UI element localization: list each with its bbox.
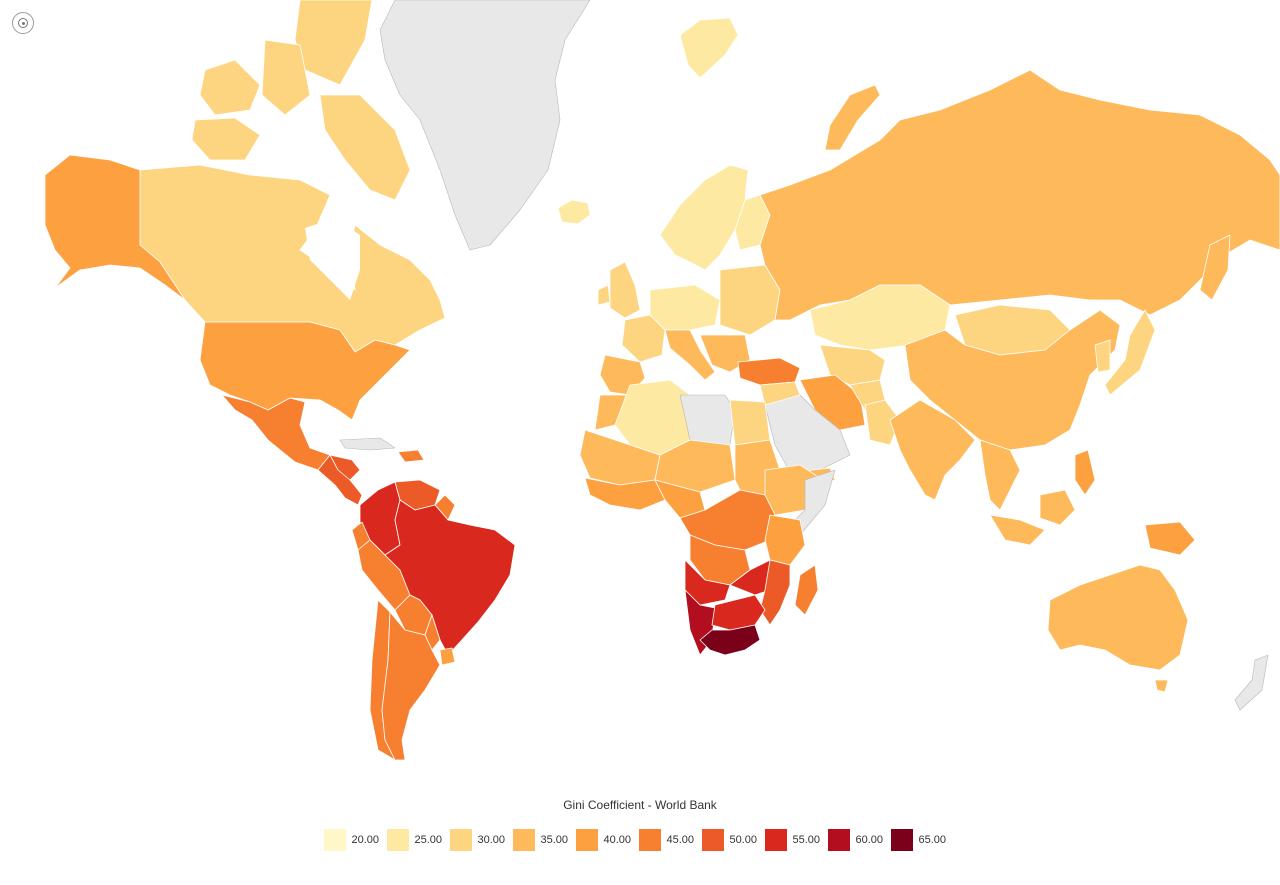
region-brazil[interactable] xyxy=(384,499,516,656)
target-icon xyxy=(18,18,28,28)
map-legend: Gini Coefficient - World Bank 20.00 25.00… xyxy=(0,798,1280,851)
region-korea[interactable] xyxy=(1094,339,1111,373)
legend-item[interactable]: 40.00 xyxy=(575,829,638,851)
region-canada-arctic-3[interactable] xyxy=(191,117,261,161)
region-russia[interactable] xyxy=(759,69,1280,321)
legend-swatch xyxy=(386,829,409,851)
region-southeast-asia[interactable] xyxy=(979,439,1021,511)
region-libya[interactable] xyxy=(679,394,736,446)
legend-label: 60.00 xyxy=(855,834,884,846)
legend-label: 65.00 xyxy=(918,834,947,846)
region-united-states[interactable] xyxy=(199,321,411,421)
legend-label: 45.00 xyxy=(666,834,695,846)
region-alaska[interactable] xyxy=(44,154,186,301)
legend-swatch xyxy=(827,829,850,851)
legend-swatch xyxy=(764,829,787,851)
region-canada-arctic-4[interactable] xyxy=(261,39,311,116)
region-iraq-syria[interactable] xyxy=(759,381,801,406)
legend-item[interactable]: 50.00 xyxy=(701,829,764,851)
region-indonesia[interactable] xyxy=(989,514,1046,546)
region-saudi-arabia[interactable] xyxy=(764,394,851,473)
region-india[interactable] xyxy=(889,399,976,501)
region-new-zealand[interactable] xyxy=(1234,654,1269,711)
region-germany-central[interactable] xyxy=(649,284,721,331)
region-svalbard[interactable] xyxy=(679,17,739,79)
legend-swatch xyxy=(449,829,472,851)
region-uk[interactable] xyxy=(609,261,641,319)
legend-label: 20.00 xyxy=(351,834,380,846)
legend-swatch xyxy=(575,829,598,851)
region-cuba[interactable] xyxy=(339,437,396,451)
region-norway-sweden[interactable] xyxy=(659,164,749,271)
region-argentina[interactable] xyxy=(381,611,441,761)
region-borneo[interactable] xyxy=(1039,489,1076,526)
region-italy[interactable] xyxy=(664,329,716,381)
region-madagascar[interactable] xyxy=(794,564,819,616)
region-west-africa-coast[interactable] xyxy=(584,477,666,511)
region-canada-arctic[interactable] xyxy=(294,0,373,86)
legend-label: 30.00 xyxy=(477,834,506,846)
legend-swatch xyxy=(638,829,661,851)
legend-label: 35.00 xyxy=(540,834,569,846)
legend-item[interactable]: 60.00 xyxy=(827,829,890,851)
region-papua[interactable] xyxy=(1144,521,1196,556)
region-egypt[interactable] xyxy=(729,399,771,446)
legend-item[interactable]: 35.00 xyxy=(512,829,575,851)
region-honduras[interactable] xyxy=(329,454,361,481)
region-tasmania[interactable] xyxy=(1154,679,1169,693)
region-canada-arctic-5[interactable] xyxy=(319,94,411,201)
legend-item[interactable]: 20.00 xyxy=(323,829,386,851)
region-uruguay[interactable] xyxy=(439,647,456,666)
region-kamchatka[interactable] xyxy=(1199,234,1231,301)
region-canada-arctic-2[interactable] xyxy=(199,59,261,116)
legend-item[interactable]: 45.00 xyxy=(638,829,701,851)
region-mozambique[interactable] xyxy=(759,559,791,626)
legend-item[interactable]: 65.00 xyxy=(890,829,953,851)
target-icon-dot xyxy=(21,21,25,25)
region-ireland[interactable] xyxy=(597,284,611,306)
legend-item[interactable]: 55.00 xyxy=(764,829,827,851)
legend-item[interactable]: 25.00 xyxy=(386,829,449,851)
region-mexico[interactable] xyxy=(221,394,331,471)
legend-swatch xyxy=(890,829,913,851)
legend-label: 50.00 xyxy=(729,834,758,846)
region-philippines[interactable] xyxy=(1074,449,1096,496)
legend-items: 20.00 25.00 30.00 35.00 40.00 45.00 50.00 55.00… xyxy=(0,829,1280,851)
region-novaya-zemlya[interactable] xyxy=(824,84,881,151)
region-kenya-tanzania[interactable] xyxy=(764,514,806,566)
legend-swatch xyxy=(512,829,535,851)
legend-title: Gini Coefficient - World Bank xyxy=(563,798,717,812)
legend-swatch xyxy=(323,829,346,851)
region-australia[interactable] xyxy=(1047,564,1189,671)
region-haiti-dr[interactable] xyxy=(397,449,425,463)
region-iceland[interactable] xyxy=(557,199,591,225)
world-map xyxy=(44,0,1280,761)
legend-item[interactable]: 30.00 xyxy=(449,829,512,851)
legend-label: 25.00 xyxy=(414,834,443,846)
region-greenland[interactable] xyxy=(379,0,591,251)
region-japan[interactable] xyxy=(1104,309,1156,396)
legend-label: 55.00 xyxy=(792,834,821,846)
reset-view-button[interactable] xyxy=(12,12,34,34)
legend-label: 40.00 xyxy=(603,834,632,846)
legend-swatch xyxy=(701,829,724,851)
region-south-africa[interactable] xyxy=(699,624,761,656)
region-turkey[interactable] xyxy=(737,357,801,386)
